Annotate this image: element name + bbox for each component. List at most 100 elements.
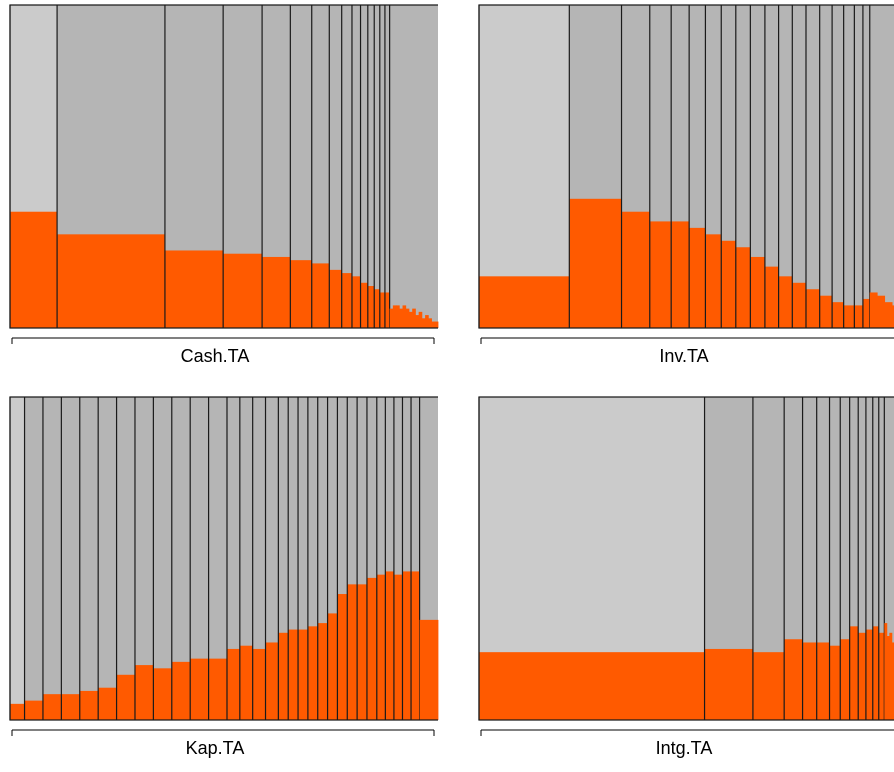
spine-background bbox=[265, 397, 279, 720]
spine-bar bbox=[858, 632, 866, 720]
spine-background bbox=[479, 5, 570, 328]
spine-bar bbox=[816, 642, 830, 720]
spine-background bbox=[385, 397, 394, 720]
spine-bar bbox=[428, 318, 432, 328]
spine-bar bbox=[479, 652, 705, 720]
spine-bar bbox=[385, 571, 394, 720]
spine-background bbox=[843, 5, 855, 328]
spine-background bbox=[367, 5, 375, 328]
spine-bar bbox=[357, 584, 367, 720]
spine-bar bbox=[434, 321, 439, 328]
spine-bar bbox=[752, 652, 785, 720]
spine-bar bbox=[393, 574, 403, 720]
spine-background bbox=[829, 397, 841, 720]
spine-bar bbox=[854, 305, 863, 328]
spine-background bbox=[153, 397, 172, 720]
spine-background bbox=[226, 397, 240, 720]
spine-bar bbox=[792, 282, 806, 328]
spine-bar bbox=[778, 276, 793, 328]
spine-bar bbox=[479, 276, 570, 328]
spine-bar bbox=[57, 234, 165, 328]
spine-bar bbox=[877, 295, 886, 328]
spine-bar bbox=[153, 668, 172, 720]
chart-panel-cash-ta: Cash.TA bbox=[0, 0, 439, 380]
spine-background bbox=[317, 397, 328, 720]
spine-background bbox=[411, 397, 420, 720]
spine-bar bbox=[351, 276, 361, 328]
spine-bar bbox=[419, 619, 439, 720]
spine-background bbox=[360, 5, 368, 328]
spine-background bbox=[865, 397, 873, 720]
spine-background bbox=[24, 397, 43, 720]
spine-background bbox=[190, 397, 209, 720]
spine-background bbox=[805, 5, 820, 328]
spine-background bbox=[816, 397, 830, 720]
spine-bar bbox=[402, 305, 407, 328]
spine-bar bbox=[61, 694, 80, 720]
spine-background bbox=[393, 397, 403, 720]
plot-frame bbox=[478, 396, 894, 721]
spine-bar bbox=[337, 594, 348, 720]
spine-bar bbox=[849, 626, 859, 720]
spine-background bbox=[252, 397, 266, 720]
spine-bar bbox=[307, 626, 318, 720]
spine-background bbox=[337, 397, 348, 720]
spine-background bbox=[854, 5, 863, 328]
spine-background bbox=[307, 397, 318, 720]
spine-background bbox=[278, 397, 289, 720]
spine-bar bbox=[621, 211, 650, 328]
x-axis-label: Intg.TA bbox=[655, 738, 713, 758]
spine-bar bbox=[311, 263, 330, 328]
spine-bar bbox=[10, 703, 25, 720]
spine-background bbox=[819, 5, 833, 328]
spine-bar bbox=[252, 648, 266, 720]
spine-bar bbox=[431, 321, 436, 328]
spine-plot-cash-ta bbox=[9, 4, 439, 344]
spine-bar bbox=[399, 308, 403, 328]
spine-bar bbox=[288, 629, 299, 720]
spine-bar bbox=[889, 632, 893, 720]
x-axis-label: Cash.TA bbox=[180, 346, 250, 366]
spine-bar bbox=[379, 292, 385, 328]
spine-bar bbox=[290, 260, 312, 328]
spine-bar bbox=[164, 250, 224, 328]
spine-bar bbox=[891, 642, 894, 720]
spine-bar bbox=[42, 694, 62, 720]
chart-panel-intg-ta: Intg.TA bbox=[469, 392, 894, 772]
spine-plot-kap-ta bbox=[9, 396, 439, 736]
spine-background bbox=[341, 5, 352, 328]
spine-background bbox=[10, 397, 25, 720]
spine-background bbox=[357, 397, 367, 720]
spine-bar bbox=[884, 623, 888, 720]
spine-bar bbox=[239, 645, 253, 720]
spine-bar bbox=[329, 269, 342, 328]
spine-bar bbox=[24, 700, 43, 720]
spine-bar bbox=[374, 289, 380, 328]
spine-background bbox=[42, 397, 62, 720]
spine-bar bbox=[829, 645, 841, 720]
spine-background bbox=[840, 397, 850, 720]
spine-bar bbox=[327, 613, 338, 720]
spine-bar bbox=[208, 658, 227, 720]
spine-bar bbox=[171, 661, 191, 720]
chart-panel-kap-ta: Kap.TA bbox=[0, 392, 439, 772]
spine-background bbox=[379, 5, 385, 328]
spine-background bbox=[311, 5, 330, 328]
spine-background bbox=[384, 5, 390, 328]
spine-bar bbox=[671, 221, 690, 328]
spine-bar bbox=[415, 315, 420, 328]
chart-panel-inv-ta: Inv.TA bbox=[469, 0, 894, 380]
spine-bar bbox=[878, 632, 885, 720]
spine-background bbox=[869, 5, 894, 328]
spine-background bbox=[61, 397, 80, 720]
spine-background bbox=[858, 397, 866, 720]
spine-background bbox=[802, 397, 817, 720]
spine-bar bbox=[389, 308, 394, 328]
spine-bar bbox=[366, 577, 377, 720]
spine-background bbox=[347, 397, 358, 720]
spine-background bbox=[389, 5, 438, 328]
spine-background bbox=[134, 397, 154, 720]
spine-bar bbox=[892, 305, 894, 328]
spine-bar bbox=[341, 273, 352, 328]
spine-bar bbox=[862, 298, 870, 328]
